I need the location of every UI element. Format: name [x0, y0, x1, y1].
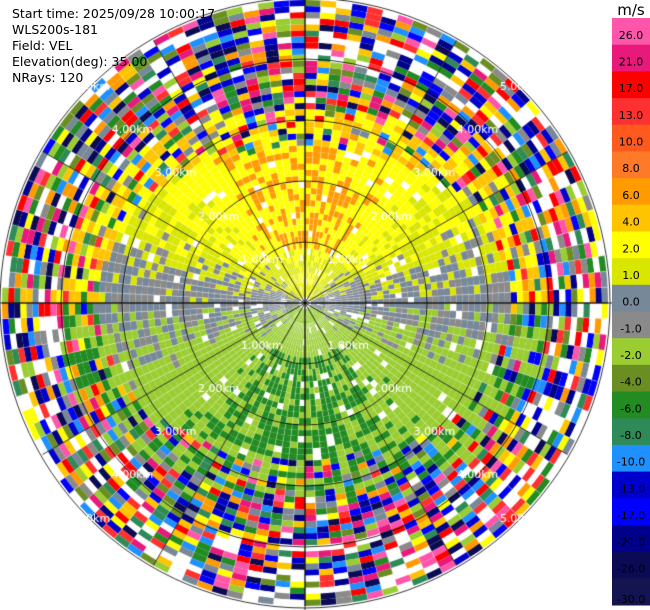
field-label: Field: VEL — [12, 38, 73, 53]
colorbar-swatch — [612, 98, 650, 126]
colorbar-tick-label: 0.0 — [622, 296, 640, 309]
colorbar-swatch — [612, 178, 650, 206]
start-time-label: Start time: 2025/09/28 10:00:17 — [12, 6, 216, 21]
colorbar-swatch — [612, 18, 650, 46]
colorbar-tick-label: -26.0 — [617, 562, 645, 575]
colorbar-swatch — [612, 151, 650, 179]
colorbar-tick-label: 13.0 — [619, 109, 644, 122]
colorbar-swatch — [612, 498, 650, 526]
elevation-label: Elevation(deg): 35.00 — [12, 54, 148, 69]
colorbar-tick-label: -17.0 — [617, 509, 645, 522]
colorbar-tick-label: -2.0 — [620, 349, 641, 362]
colorbar-swatch — [612, 578, 650, 606]
colorbar-tick-label: -10.0 — [617, 456, 645, 469]
colorbar-tick-label: -1.0 — [620, 322, 641, 335]
velocity-colorbar: 26.0 21.0 17.0 13.0 10.0 8.0 6.0 4.0 2.0 1.0 0.0 -1… — [612, 18, 650, 606]
colorbar-swatch — [612, 124, 650, 152]
nrays-label: NRays: 120 — [12, 70, 84, 85]
colorbar-swatch — [612, 551, 650, 579]
colorbar-tick-label: -4.0 — [620, 376, 641, 389]
colorbar-tick-label: 1.0 — [622, 269, 640, 282]
colorbar-tick-label: -21.0 — [617, 536, 645, 549]
colorbar-unit: m/s — [617, 1, 645, 19]
colorbar-swatch — [612, 44, 650, 72]
colorbar-swatch — [612, 258, 650, 286]
colorbar-swatch — [612, 418, 650, 446]
colorbar-tick-label: 4.0 — [622, 216, 640, 229]
colorbar-tick-label: -6.0 — [620, 402, 641, 415]
colorbar-swatch — [612, 364, 650, 393]
colorbar-swatch — [612, 471, 650, 499]
colorbar-swatch — [612, 338, 650, 366]
colorbar-tick-label: -8.0 — [620, 429, 641, 442]
colorbar-swatch — [612, 391, 650, 419]
colorbar-swatch — [612, 444, 650, 473]
colorbar-tick-label: 26.0 — [619, 29, 644, 42]
ppi-velocity-plot — [0, 0, 612, 610]
colorbar-swatch — [612, 231, 650, 259]
colorbar-tick-label: 8.0 — [622, 162, 640, 175]
colorbar-tick-label: -13.0 — [617, 482, 645, 495]
colorbar-tick-label: 21.0 — [619, 55, 644, 68]
colorbar-tick-label: 6.0 — [622, 189, 640, 202]
colorbar-swatch — [612, 311, 650, 339]
instrument-label: WLS200s-181 — [12, 22, 98, 37]
colorbar-swatch — [612, 204, 650, 232]
colorbar-swatch — [612, 71, 650, 99]
colorbar-swatch — [612, 284, 650, 312]
colorbar-swatch — [612, 524, 650, 553]
colorbar-tick-label: -30.0 — [617, 593, 645, 606]
colorbar-tick-label: 10.0 — [619, 136, 644, 149]
colorbar-tick-label: 17.0 — [619, 82, 644, 95]
colorbar-tick-label: 2.0 — [622, 242, 640, 255]
